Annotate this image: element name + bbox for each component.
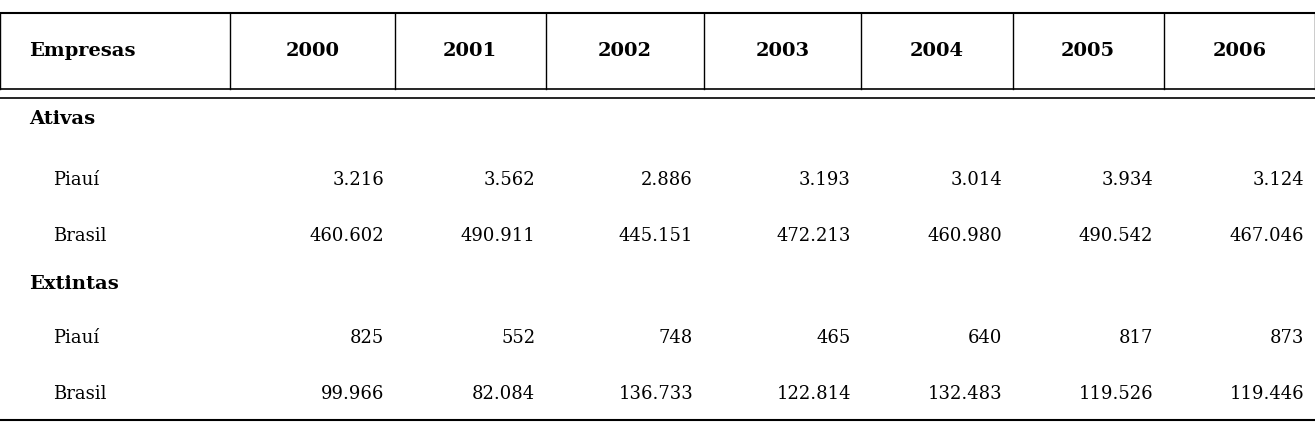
Text: Piauí: Piauí <box>53 329 99 347</box>
Text: 460.602: 460.602 <box>309 227 384 245</box>
Text: 2.886: 2.886 <box>642 171 693 189</box>
Text: 472.213: 472.213 <box>776 227 851 245</box>
Text: 445.151: 445.151 <box>618 227 693 245</box>
Text: 82.084: 82.084 <box>472 385 535 403</box>
Text: 99.966: 99.966 <box>321 385 384 403</box>
Text: 2006: 2006 <box>1212 42 1266 60</box>
Text: 3.014: 3.014 <box>951 171 1002 189</box>
Text: Ativas: Ativas <box>29 110 95 128</box>
Text: 136.733: 136.733 <box>618 385 693 403</box>
Text: 2001: 2001 <box>443 42 497 60</box>
Text: 3.193: 3.193 <box>800 171 851 189</box>
Text: Empresas: Empresas <box>29 42 135 60</box>
Text: Brasil: Brasil <box>53 385 107 403</box>
Text: 122.814: 122.814 <box>776 385 851 403</box>
Text: 2004: 2004 <box>910 42 964 60</box>
Text: 748: 748 <box>659 329 693 347</box>
Text: 817: 817 <box>1119 329 1153 347</box>
Text: 490.542: 490.542 <box>1078 227 1153 245</box>
Text: 825: 825 <box>350 329 384 347</box>
Text: 640: 640 <box>968 329 1002 347</box>
Text: 3.216: 3.216 <box>333 171 384 189</box>
Text: 2005: 2005 <box>1061 42 1115 60</box>
Text: 467.046: 467.046 <box>1230 227 1304 245</box>
Text: 119.526: 119.526 <box>1078 385 1153 403</box>
Text: 3.562: 3.562 <box>484 171 535 189</box>
Text: Extintas: Extintas <box>29 275 118 293</box>
Text: 552: 552 <box>501 329 535 347</box>
Text: 3.934: 3.934 <box>1102 171 1153 189</box>
Text: Piauí: Piauí <box>53 171 99 189</box>
Text: 119.446: 119.446 <box>1230 385 1304 403</box>
Text: Brasil: Brasil <box>53 227 107 245</box>
Text: 2002: 2002 <box>597 42 652 60</box>
Text: 2000: 2000 <box>285 42 339 60</box>
Text: 465: 465 <box>817 329 851 347</box>
Text: 490.911: 490.911 <box>460 227 535 245</box>
Text: 3.124: 3.124 <box>1253 171 1304 189</box>
Text: 2003: 2003 <box>755 42 810 60</box>
Text: 873: 873 <box>1270 329 1304 347</box>
Text: 132.483: 132.483 <box>927 385 1002 403</box>
Text: 460.980: 460.980 <box>927 227 1002 245</box>
